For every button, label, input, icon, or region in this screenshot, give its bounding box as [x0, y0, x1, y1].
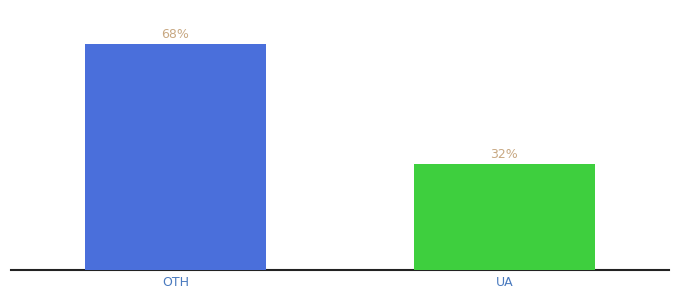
- Text: 32%: 32%: [490, 148, 518, 161]
- Bar: [85, 44, 266, 270]
- Text: 68%: 68%: [162, 28, 190, 41]
- Bar: [414, 164, 595, 270]
